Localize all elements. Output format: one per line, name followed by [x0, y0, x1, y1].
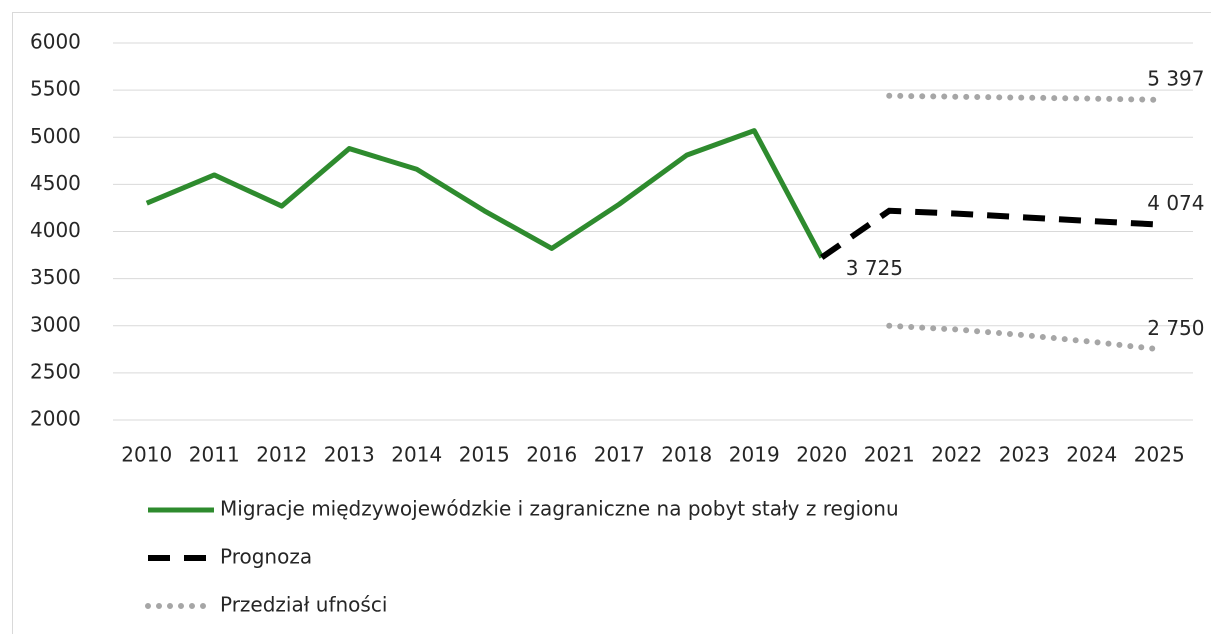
y-tick-label: 3500	[30, 265, 81, 289]
x-tick-label: 2012	[256, 443, 307, 467]
data-label: 3 725	[846, 256, 903, 280]
x-tick-label: 2010	[121, 443, 172, 467]
y-tick-label: 2500	[30, 359, 81, 383]
series-line	[886, 92, 1163, 103]
x-tick-label: 2025	[1134, 443, 1185, 467]
series-line	[886, 322, 1163, 353]
y-tick-label: 5000	[30, 124, 81, 148]
legend-label: Przedział ufności	[220, 593, 387, 617]
data-label: 5 397	[1147, 66, 1204, 90]
x-tick-label: 2015	[459, 443, 510, 467]
series-line	[145, 128, 824, 259]
x-tick-label: 2018	[661, 443, 712, 467]
series-line	[820, 207, 1160, 260]
data-label: 2 750	[1147, 316, 1204, 340]
y-tick-label: 4000	[30, 218, 81, 242]
legend-label: Prognoza	[220, 545, 312, 569]
x-tick-label: 2023	[999, 443, 1050, 467]
x-tick-label: 2019	[729, 443, 780, 467]
y-tick-label: 2000	[30, 407, 81, 431]
y-tick-label: 6000	[30, 30, 81, 54]
y-tick-label: 5500	[30, 77, 81, 101]
chart-frame	[12, 12, 1211, 634]
x-tick-label: 2011	[189, 443, 240, 467]
x-tick-label: 2014	[391, 443, 442, 467]
x-tick-label: 2021	[864, 443, 915, 467]
x-tick-label: 2020	[796, 443, 847, 467]
x-tick-label: 2016	[526, 443, 577, 467]
x-tick-label: 2017	[594, 443, 645, 467]
x-tick-label: 2013	[324, 443, 375, 467]
y-tick-label: 4500	[30, 171, 81, 195]
x-tick-label: 2024	[1066, 443, 1117, 467]
data-label: 4 074	[1147, 191, 1204, 215]
legend-label: Migracje międzywojewódzkie i zagraniczne…	[220, 497, 899, 521]
x-tick-label: 2022	[931, 443, 982, 467]
y-tick-label: 3000	[30, 312, 81, 336]
